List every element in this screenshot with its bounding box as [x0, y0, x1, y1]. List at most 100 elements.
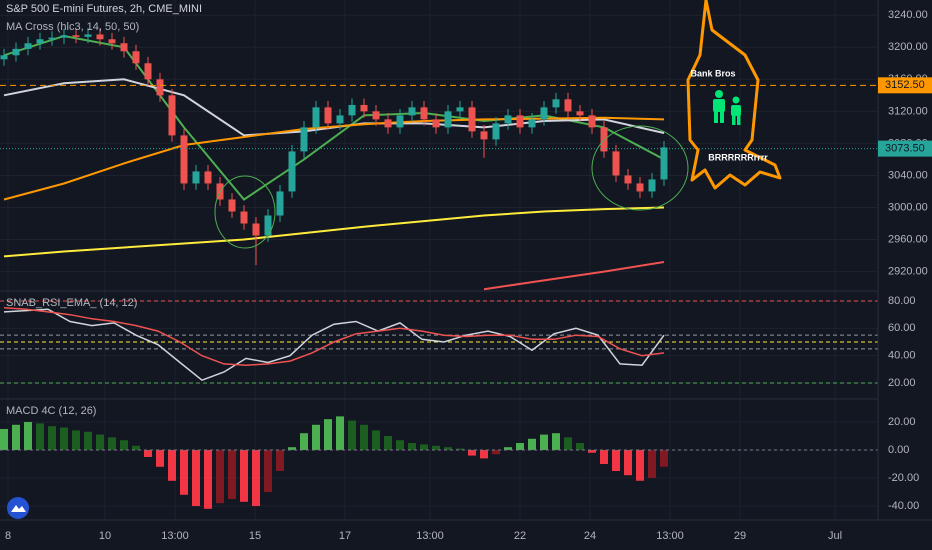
candle-body	[396, 115, 404, 128]
candle-body	[468, 107, 476, 132]
candle-body	[252, 223, 260, 236]
candle-body	[288, 151, 296, 192]
macd-bar	[180, 449, 188, 495]
macd-bar	[300, 433, 308, 450]
macd-bar	[420, 444, 428, 450]
macd-bar	[264, 449, 272, 492]
candle-body	[408, 107, 416, 116]
candle-body	[648, 179, 656, 192]
macd-bar	[36, 423, 44, 450]
candle-body	[264, 215, 272, 236]
macd-bar	[456, 448, 464, 450]
candle-body	[0, 55, 8, 60]
y-tick-label: 3040.00	[888, 169, 928, 181]
y-tick-label: -20.00	[888, 472, 919, 484]
candle-body	[12, 48, 20, 56]
x-tick-label: 13:00	[161, 530, 189, 542]
macd-bar	[600, 449, 608, 464]
macd-bar	[312, 424, 320, 450]
candle-body	[168, 95, 176, 136]
y-tick-label: 3000.00	[888, 201, 928, 213]
candle-body	[600, 127, 608, 152]
price-label-box	[878, 140, 932, 157]
macd-bar	[576, 442, 584, 450]
macd-bar	[228, 449, 236, 499]
macd-bar	[192, 449, 200, 506]
candle-body	[552, 99, 560, 108]
x-tick-label: 22	[514, 530, 526, 542]
macd-bar	[12, 424, 20, 450]
macd-bar	[84, 431, 92, 450]
macd-bar	[336, 416, 344, 450]
candle-body	[96, 34, 104, 40]
candle-body	[180, 135, 188, 184]
y-tick-label: 2960.00	[888, 233, 928, 245]
y-tick-label: 2920.00	[888, 265, 928, 277]
macd-bar	[72, 430, 80, 450]
candle-body	[120, 43, 128, 52]
macd-bar	[276, 449, 284, 471]
grid	[0, 0, 878, 520]
macd-bar	[588, 449, 596, 453]
axis-labels: 8 10 13:00 15 17 13:00 22 24 13:00 29 Jul 3240.00 32…	[5, 9, 932, 542]
candle-body	[108, 39, 116, 44]
macd-bar	[108, 437, 116, 450]
candle-body	[36, 39, 44, 44]
candle-body	[372, 111, 380, 120]
macd-bar	[648, 449, 656, 478]
indicator-label: MACD 4C (12, 26)	[6, 405, 96, 417]
candle-body	[312, 107, 320, 128]
candle-body	[204, 171, 212, 184]
price-label: 3152.50	[885, 79, 925, 91]
candle-body	[324, 107, 332, 124]
indicator-label: SNAB_RSI_EMA_ (14, 12)	[6, 297, 137, 309]
rocket-doodle	[686, 0, 782, 190]
macd-bar	[204, 449, 212, 509]
candle-body	[276, 191, 284, 216]
macd-bar	[216, 449, 224, 504]
candle-body	[456, 107, 464, 112]
candle-body	[636, 183, 644, 192]
macd-bar	[444, 447, 452, 450]
macd-bar	[168, 449, 176, 481]
candle-body	[60, 35, 68, 38]
annotation: Bank Bros	[690, 68, 735, 78]
candle-body	[588, 115, 596, 128]
x-tick-label: 8	[5, 530, 11, 542]
y-tick-label: 3240.00	[888, 9, 928, 21]
candle-body	[516, 115, 524, 128]
x-tick-label: 15	[249, 530, 261, 542]
macd-bar	[540, 434, 548, 450]
people-icon	[713, 90, 741, 125]
macd-bar	[252, 449, 260, 506]
macd-bar	[528, 438, 536, 450]
macd-bar	[408, 442, 416, 450]
candle-body	[528, 119, 536, 128]
y-tick-label: 0.00	[888, 444, 909, 456]
candle-body	[144, 63, 152, 80]
annotation: BRRRRRRrrrr	[708, 152, 768, 162]
y-tick-label: 40.00	[888, 350, 916, 362]
candle-body	[432, 119, 440, 128]
macd-bar	[612, 449, 620, 471]
macd-bar	[492, 449, 500, 455]
macd-bar	[132, 445, 140, 450]
macd-bar	[120, 440, 128, 450]
candle-body	[492, 123, 500, 140]
candle-body	[192, 171, 200, 184]
candle-body	[348, 104, 356, 116]
y-tick-label: 3120.00	[888, 105, 928, 117]
indicator-label: MA Cross (hlc3, 14, 50, 50)	[6, 21, 139, 33]
macd-bar	[660, 449, 668, 467]
line-series	[3, 307, 665, 366]
x-tick-label: 24	[584, 530, 596, 542]
y-tick-label: -40.00	[888, 500, 919, 512]
candle-body	[504, 115, 512, 124]
y-tick-label: 60.00	[888, 322, 916, 334]
macd-bar	[324, 419, 332, 450]
y-tick-label: 3200.00	[888, 41, 928, 53]
macd-bar	[60, 427, 68, 450]
y-tick-label: 20.00	[888, 416, 916, 428]
candle-body	[480, 131, 488, 140]
